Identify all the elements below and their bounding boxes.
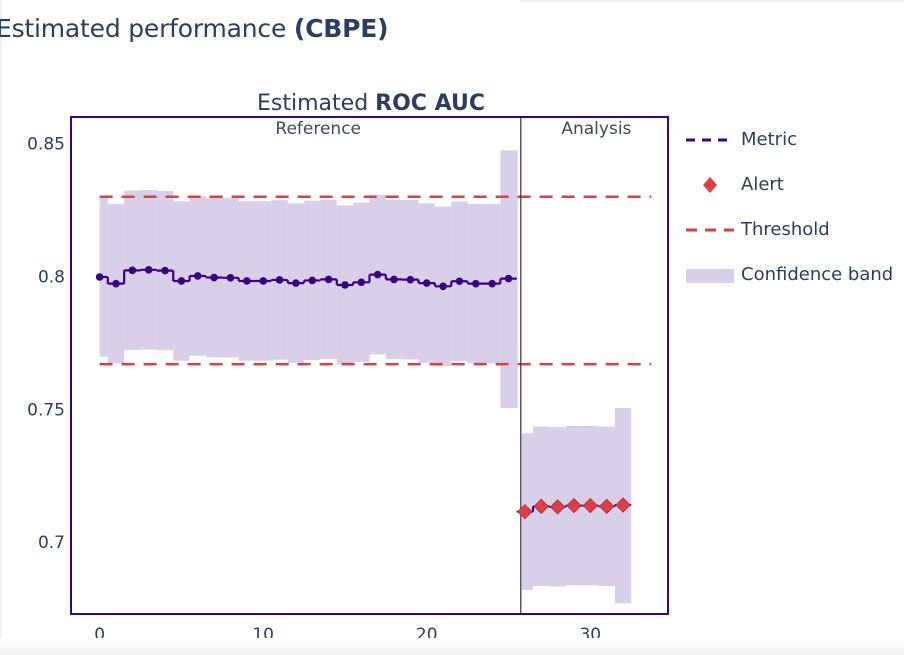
legend-label-confidence-band[interactable]: Confidence band bbox=[741, 264, 894, 285]
metric-point bbox=[144, 266, 153, 274]
reference-period-label: Reference bbox=[275, 119, 361, 139]
metric-point bbox=[193, 272, 202, 280]
legend-confidence-band-symbol bbox=[686, 269, 734, 283]
analysis-period-label: Analysis bbox=[561, 119, 631, 139]
legend-label-alert[interactable]: Alert bbox=[741, 174, 784, 195]
alert-marker bbox=[615, 497, 631, 513]
plot-frame bbox=[70, 116, 669, 615]
metric-point bbox=[373, 270, 382, 279]
metric-point bbox=[259, 277, 267, 285]
metric-point bbox=[275, 276, 284, 284]
alert-marker bbox=[582, 497, 599, 514]
metric-point bbox=[341, 281, 349, 289]
y-tick-label: 0.7 bbox=[38, 533, 65, 553]
alert-marker bbox=[533, 498, 549, 515]
metric-point bbox=[390, 275, 398, 284]
metric-point bbox=[161, 266, 169, 275]
alert-marker bbox=[549, 499, 566, 515]
metric-point bbox=[504, 274, 513, 283]
metric-point bbox=[226, 273, 235, 282]
alert-marker bbox=[517, 503, 533, 520]
alert-marker bbox=[566, 497, 582, 514]
chart-title-plain: Estimated bbox=[257, 91, 375, 116]
metric-point bbox=[292, 279, 300, 287]
alert-marker bbox=[598, 498, 615, 515]
metric-point bbox=[324, 275, 333, 284]
metric-point bbox=[422, 279, 431, 287]
chart-title-bold: ROC AUC bbox=[375, 91, 485, 116]
metric-point bbox=[488, 279, 496, 288]
metric-point bbox=[128, 266, 137, 275]
bottom-fade bbox=[0, 638, 904, 655]
metric-point bbox=[95, 273, 104, 281]
top-border bbox=[520, 0, 904, 2]
left-border bbox=[0, 0, 2, 655]
metric-point bbox=[357, 278, 366, 287]
metric-point bbox=[472, 279, 480, 288]
metric-point bbox=[177, 277, 186, 285]
metric-point bbox=[439, 282, 447, 291]
legend[interactable] bbox=[686, 138, 734, 283]
page-title-bold: (CBPE) bbox=[293, 14, 389, 43]
legend-label-metric[interactable]: Metric bbox=[741, 129, 797, 150]
metric-point bbox=[455, 277, 464, 286]
legend-alert-symbol bbox=[703, 177, 717, 193]
metric-point bbox=[210, 273, 218, 282]
x-tick-label: 0 bbox=[94, 625, 105, 645]
legend-label-threshold[interactable]: Threshold bbox=[741, 219, 830, 240]
metric-point bbox=[308, 276, 317, 285]
y-tick-label: 0.75 bbox=[27, 400, 65, 420]
page-title-plain: Estimated performance bbox=[0, 14, 294, 43]
page-title: Estimated performance (CBPE) bbox=[0, 14, 389, 43]
metric-point bbox=[243, 277, 251, 285]
metric-point bbox=[112, 279, 120, 288]
y-tick-label: 0.85 bbox=[27, 135, 65, 155]
metric-point bbox=[406, 275, 415, 284]
y-tick-label: 0.8 bbox=[38, 267, 65, 287]
chart-title: Estimated ROC AUC bbox=[257, 91, 485, 116]
